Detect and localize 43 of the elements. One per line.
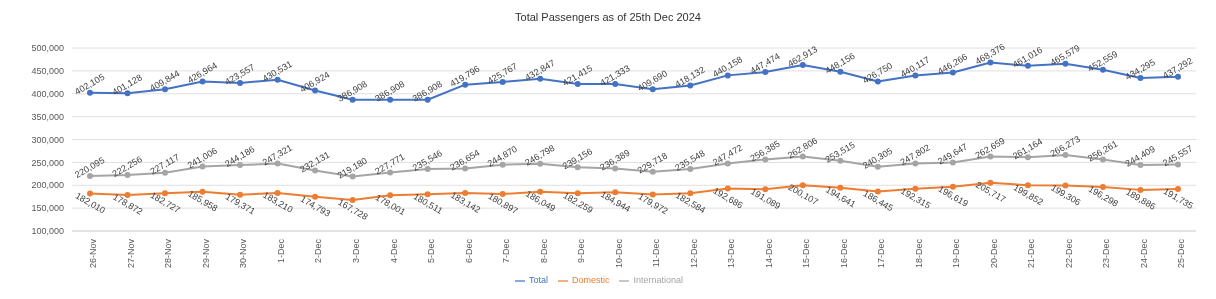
- legend-label: Domestic: [571, 275, 610, 285]
- x-tick-label: 25-Dec: [1176, 238, 1187, 269]
- x-tick-label: 12-Dec: [688, 238, 699, 269]
- x-tick-label: 11-Dec: [651, 238, 662, 268]
- x-tick-label: 18-Dec: [913, 238, 924, 269]
- legend-label: Total: [528, 275, 548, 285]
- y-tick-label: 100,000: [31, 226, 64, 237]
- y-tick-label: 450,000: [31, 66, 64, 77]
- x-tick-label: 16-Dec: [838, 238, 849, 269]
- legend-label: International: [633, 275, 684, 285]
- x-tick-label: 27-Nov: [125, 238, 136, 269]
- x-tick-label: 9-Dec: [576, 238, 587, 264]
- x-tick-label: 26-Nov: [88, 238, 99, 269]
- x-tick-label: 17-Dec: [876, 238, 887, 269]
- x-tick-label: 28-Nov: [163, 238, 174, 269]
- x-tick-label: 6-Dec: [463, 238, 474, 264]
- x-tick-label: 1-Dec: [275, 238, 286, 264]
- x-tick-label: 22-Dec: [1063, 238, 1074, 269]
- x-tick-label: 3-Dec: [351, 238, 362, 264]
- x-tick-label: 5-Dec: [426, 238, 437, 264]
- y-tick-label: 200,000: [31, 180, 64, 191]
- x-tick-label: 21-Dec: [1026, 238, 1037, 269]
- x-tick-label: 13-Dec: [726, 238, 737, 269]
- y-tick-label: 300,000: [31, 134, 64, 145]
- y-tick-label: 250,000: [31, 157, 64, 168]
- x-tick-label: 20-Dec: [988, 238, 999, 269]
- y-tick-label: 500,000: [31, 43, 64, 54]
- x-tick-label: 19-Dec: [951, 238, 962, 269]
- x-tick-label: 23-Dec: [1101, 238, 1112, 269]
- x-tick-label: 24-Dec: [1138, 238, 1149, 269]
- y-tick-label: 400,000: [31, 88, 64, 99]
- x-tick-label: 15-Dec: [801, 238, 812, 269]
- x-tick-label: 29-Nov: [200, 238, 211, 269]
- x-tick-label: 30-Nov: [238, 238, 249, 269]
- x-tick-label: 10-Dec: [613, 238, 624, 269]
- x-tick-label: 2-Dec: [313, 238, 324, 264]
- x-tick-label: 8-Dec: [538, 238, 549, 264]
- y-tick-label: 350,000: [31, 111, 64, 122]
- x-tick-label: 14-Dec: [763, 238, 774, 269]
- x-tick-label: 7-Dec: [501, 238, 512, 264]
- chart-title: Total Passengers as of 25th Dec 2024: [514, 10, 702, 25]
- x-tick-label: 4-Dec: [388, 238, 399, 264]
- y-tick-label: 150,000: [31, 203, 64, 214]
